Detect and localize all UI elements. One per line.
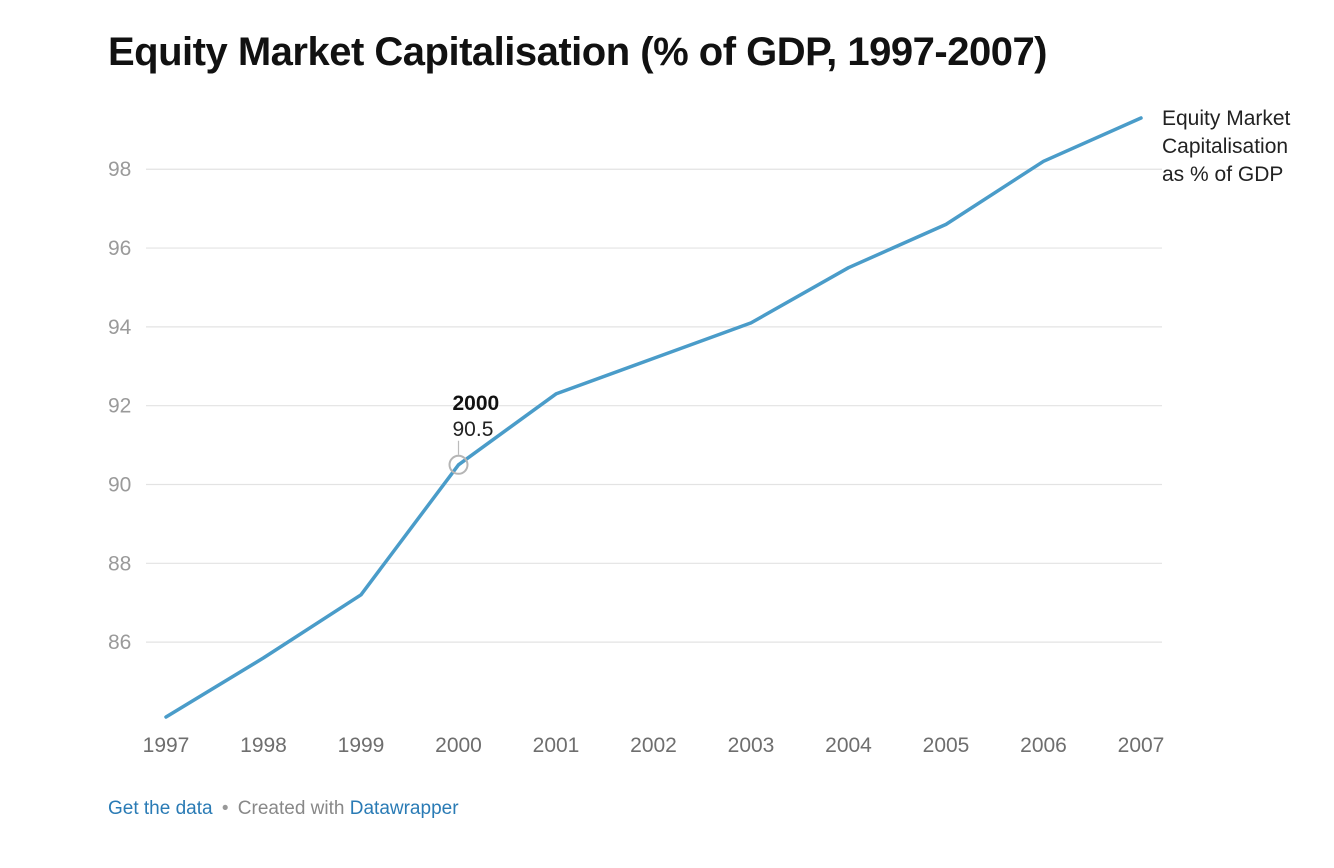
x-tick-label: 2006 [1020, 734, 1067, 757]
line-chart: 86 88 90 92 94 96 98 1997 1998 1999 2000 2001 2002 2… [108, 107, 1291, 757]
x-tick-label: 1999 [338, 734, 385, 757]
annotation-year: 2000 [453, 392, 500, 415]
series-label-line: Capitalisation [1162, 135, 1288, 158]
x-tick-label: 2002 [630, 734, 677, 757]
annotation-marker [448, 454, 469, 475]
series-line [164, 116, 1143, 719]
x-axis-ticks: 1997 1998 1999 2000 2001 2002 2003 2004 2005 2006… [143, 734, 1165, 757]
y-tick-label: 86 [108, 631, 131, 654]
x-tick-label: 2005 [923, 734, 970, 757]
annotation-value: 90.5 [453, 418, 494, 441]
series-label-group: Equity Market Capitalisation as % of GDP [1162, 107, 1291, 186]
get-the-data-link[interactable]: Get the data [108, 798, 213, 819]
x-tick-label: 2007 [1118, 734, 1165, 757]
y-tick-label: 98 [108, 158, 131, 181]
footer: Get the data • Created with Datawrapper [108, 798, 459, 820]
y-axis-ticks: 86 88 90 92 94 96 98 [108, 158, 132, 654]
footer-separator: • [221, 798, 229, 819]
y-tick-label: 96 [108, 237, 131, 260]
gridlines [146, 168, 1162, 643]
series-label-line: Equity Market [1162, 107, 1291, 130]
x-tick-label: 1998 [240, 734, 287, 757]
datawrapper-link[interactable]: Datawrapper [349, 798, 459, 819]
series-label-line: as % of GDP [1162, 163, 1283, 186]
created-with-text: Created with [237, 798, 345, 819]
series-line-group [164, 116, 1143, 719]
y-tick-label: 88 [108, 552, 131, 575]
chart-title: Equity Market Capitalisation (% of GDP, … [108, 30, 1048, 74]
x-tick-label: 2003 [728, 734, 775, 757]
annotation-group: 2000 90.5 [448, 392, 500, 475]
y-tick-label: 90 [108, 473, 131, 496]
y-tick-label: 92 [108, 395, 131, 418]
x-tick-label: 2000 [435, 734, 482, 757]
x-tick-label: 2001 [533, 734, 580, 757]
x-tick-label: 1997 [143, 734, 190, 757]
y-tick-label: 94 [108, 316, 132, 339]
x-tick-label: 2004 [825, 734, 872, 757]
